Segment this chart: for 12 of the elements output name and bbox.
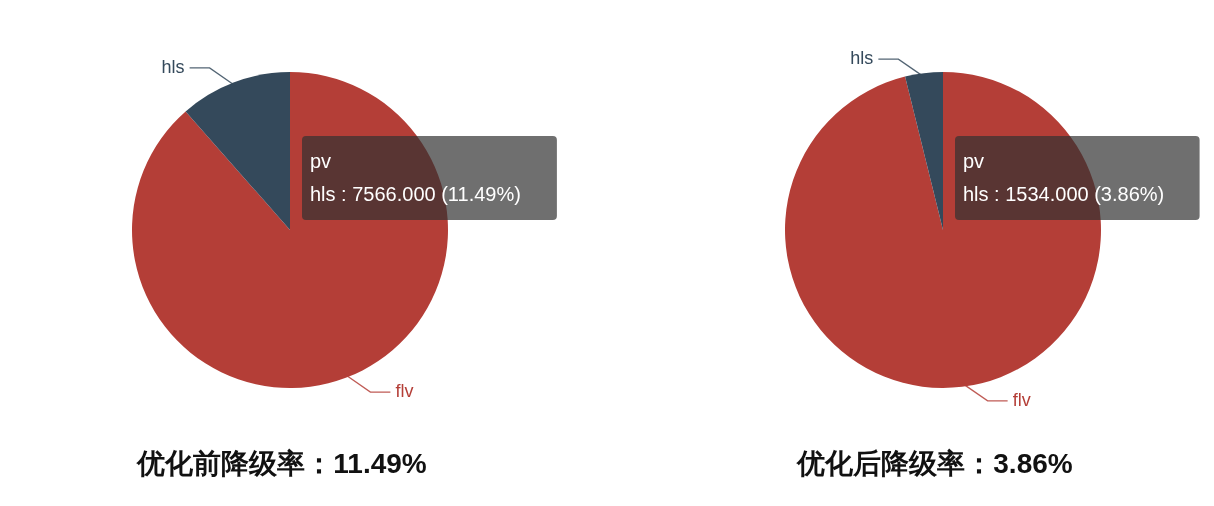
pie-slice bbox=[905, 72, 943, 230]
slice-label: flv bbox=[1012, 389, 1031, 410]
slice-label: hls bbox=[850, 47, 874, 68]
text: pv bbox=[963, 150, 985, 173]
text: pv bbox=[310, 150, 332, 173]
text: hls : 7566.000 (11.49%) bbox=[310, 183, 521, 206]
pie-slice bbox=[185, 72, 290, 230]
slice-label: flv bbox=[395, 380, 414, 401]
slice-label: hls bbox=[161, 56, 185, 77]
text: 优化前降级率：11.49% bbox=[136, 448, 427, 480]
text: hls : 1534.000 (3.86%) bbox=[963, 183, 1165, 206]
text: 优化后降级率：3.86% bbox=[796, 448, 1073, 480]
